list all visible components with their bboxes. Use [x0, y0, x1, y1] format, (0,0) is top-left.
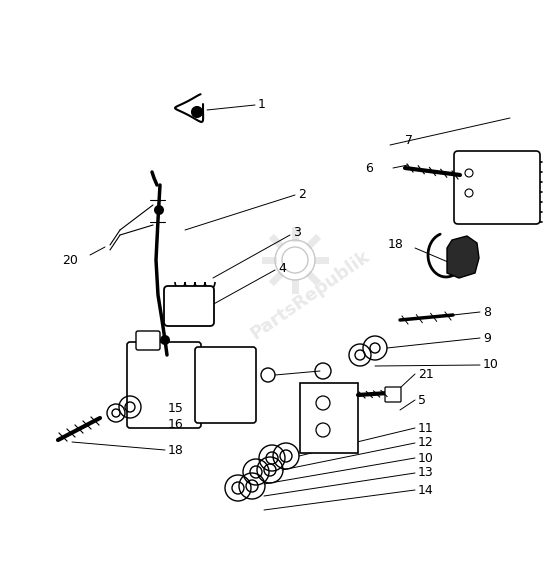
- FancyBboxPatch shape: [164, 286, 214, 326]
- Text: 7: 7: [405, 134, 413, 147]
- Text: 6: 6: [365, 161, 373, 174]
- FancyBboxPatch shape: [195, 347, 256, 423]
- Text: 10: 10: [418, 451, 434, 465]
- FancyBboxPatch shape: [300, 383, 358, 453]
- Circle shape: [192, 107, 202, 117]
- Text: 13: 13: [418, 466, 434, 479]
- FancyBboxPatch shape: [454, 151, 540, 224]
- FancyBboxPatch shape: [385, 387, 401, 402]
- Text: 15: 15: [168, 401, 184, 415]
- Text: 18: 18: [388, 238, 404, 252]
- Text: 21: 21: [418, 368, 434, 380]
- Polygon shape: [447, 236, 479, 278]
- FancyBboxPatch shape: [127, 342, 201, 428]
- Text: 2: 2: [298, 188, 306, 201]
- Text: 1: 1: [258, 98, 266, 111]
- Text: 18: 18: [168, 443, 184, 456]
- Text: 4: 4: [278, 261, 286, 274]
- Text: 10: 10: [483, 359, 499, 371]
- Text: 12: 12: [418, 437, 434, 450]
- Text: 11: 11: [418, 422, 434, 434]
- FancyBboxPatch shape: [136, 331, 160, 350]
- Text: 5: 5: [418, 393, 426, 406]
- Text: 8: 8: [483, 306, 491, 319]
- Text: 9: 9: [483, 332, 491, 345]
- Text: 16: 16: [168, 419, 184, 432]
- Text: 20: 20: [62, 253, 78, 266]
- Circle shape: [154, 205, 164, 215]
- Text: 14: 14: [418, 483, 434, 496]
- Text: PartsRepublik: PartsRepublik: [247, 247, 373, 343]
- Circle shape: [160, 335, 170, 345]
- Text: 3: 3: [293, 226, 301, 239]
